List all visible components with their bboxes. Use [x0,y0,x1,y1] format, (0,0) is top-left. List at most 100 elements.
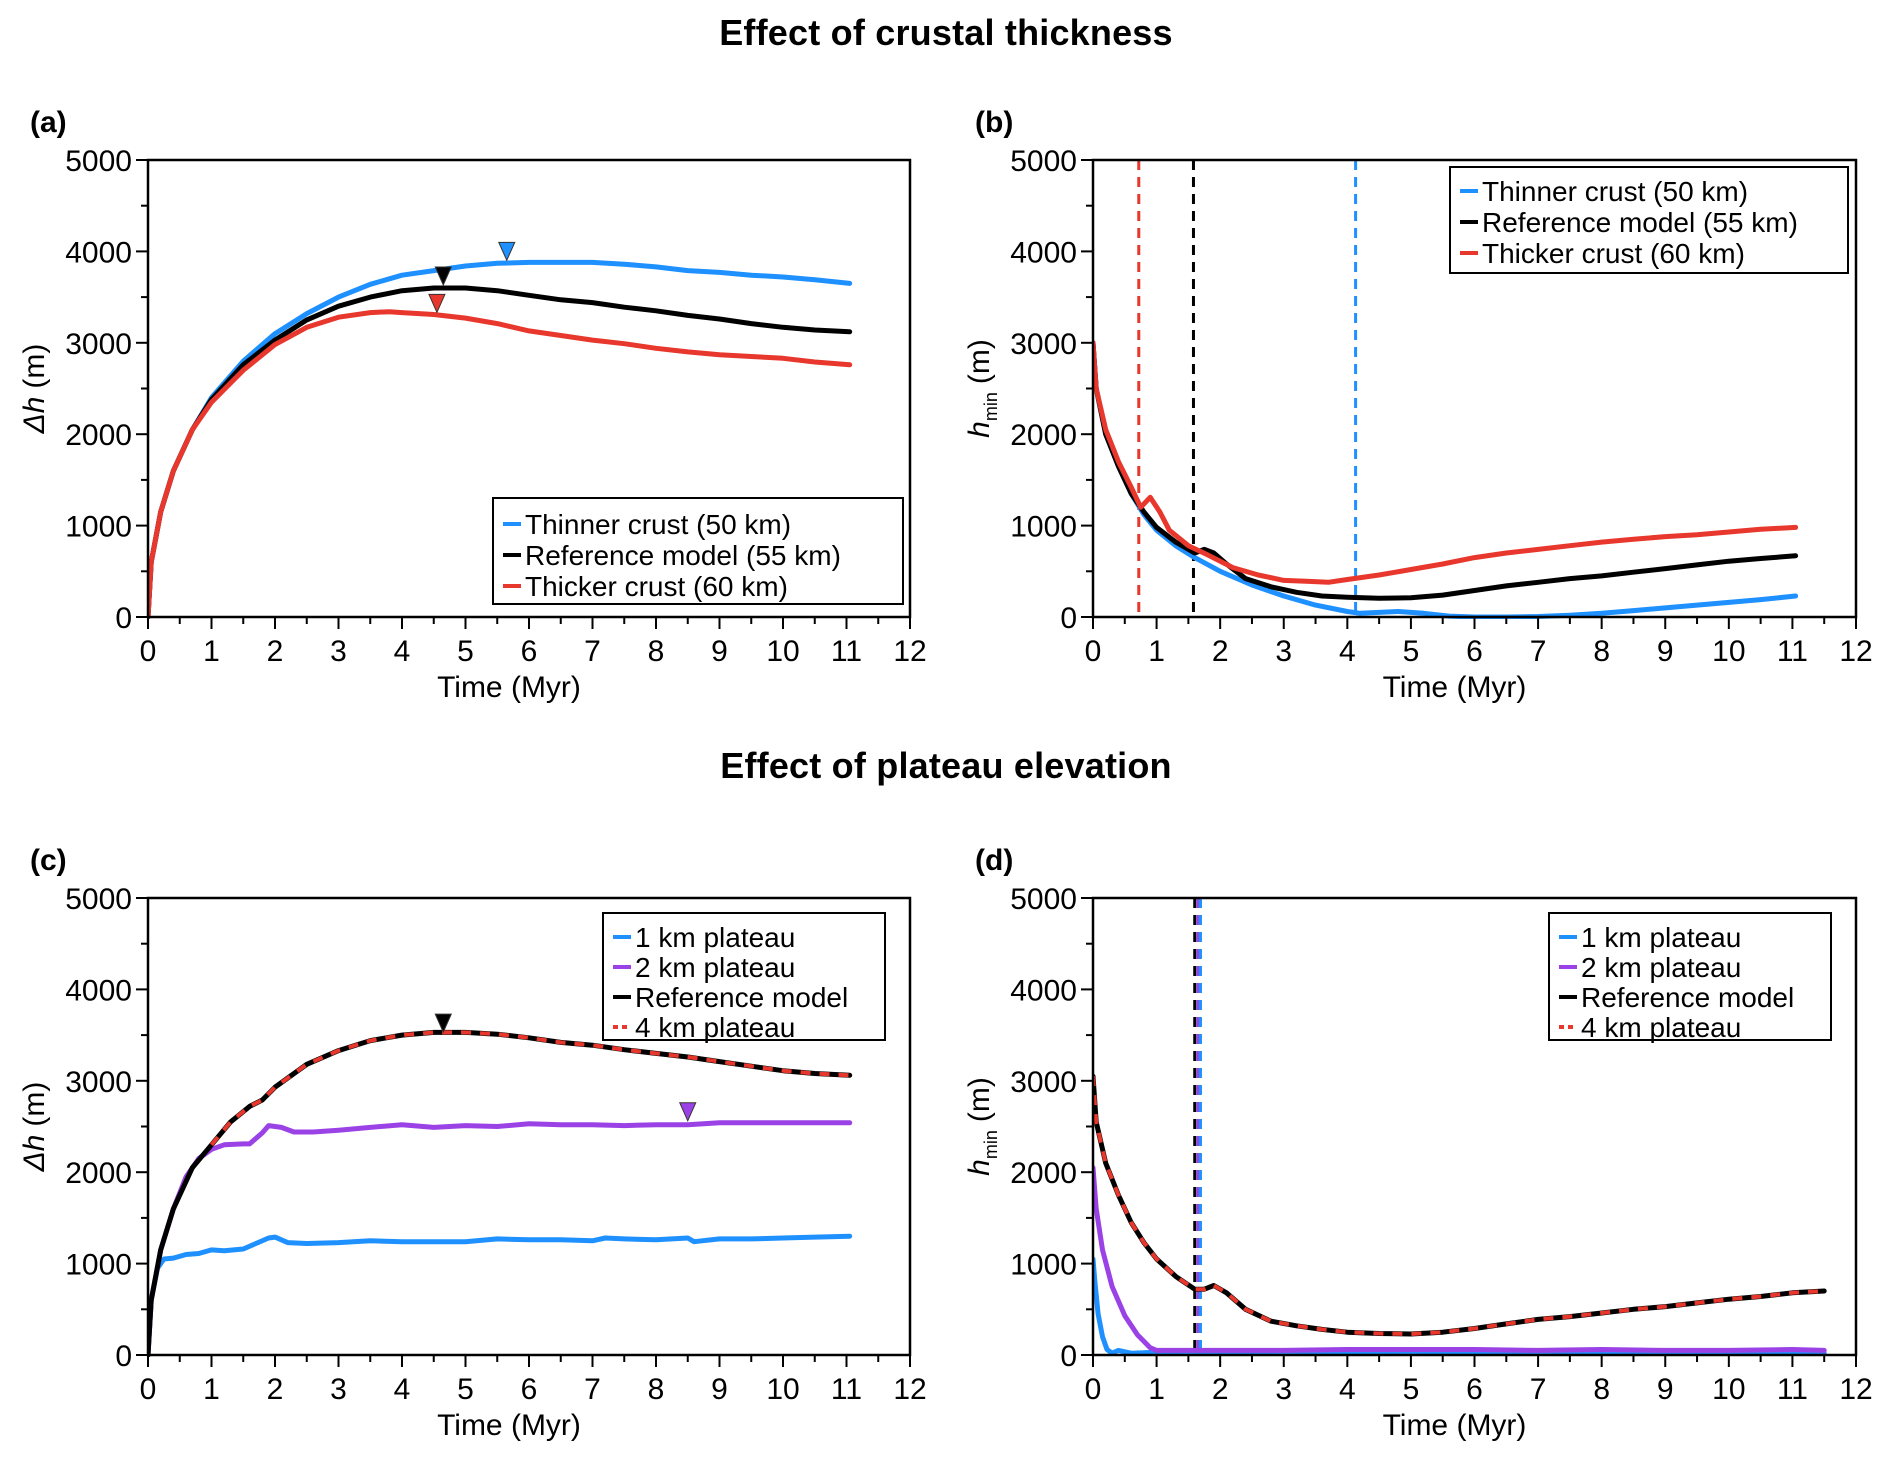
y-tick-label-a-5: 5000 [65,145,132,178]
legend-label-b-0: Thinner crust (50 km) [1482,176,1748,207]
legend-b: Thinner crust (50 km)Reference model (55… [1449,166,1849,274]
x-tick-label-b-0: 0 [1085,635,1102,668]
series-group-c [148,1029,853,1357]
section-title-crustal-thickness: Effect of crustal thickness [719,12,1173,53]
panel-d: (d)0 1 2 3 4 5 6 7 8 9 10 11 12010002000300040005000… [963,844,1873,1442]
legend-box-d [1548,912,1832,1041]
x-tick-label-c-2: 2 [267,1373,284,1406]
x-tick-label-a-0: 0 [140,635,157,668]
y-tick-label-c-1: 1000 [65,1249,132,1282]
series-line-d-3 [1093,1076,1825,1336]
legend-label-d-0: 1 km plateau [1581,922,1741,953]
x-tick-label-b-11: 11 [1777,635,1808,668]
x-tick-label-a-1: 1 [203,635,220,668]
y-axis-title-c: Δh(m) [18,1082,51,1173]
x-tick-label-a-5: 5 [457,635,474,668]
x-tick-label-b-9: 9 [1657,635,1674,668]
series-line-d-0 [1093,1256,1827,1356]
series-line-d-1 [1093,1165,1827,1353]
legend-box-b [1449,166,1849,274]
x-tick-label-c-6: 6 [521,1373,538,1406]
x-tick-label-d-9: 9 [1657,1373,1674,1406]
y-tick-label-a-0: 0 [115,602,132,635]
y-tick-label-c-4: 4000 [65,974,132,1007]
peak-marker-a-1 [434,266,453,287]
x-tick-label-b-10: 10 [1712,635,1745,668]
legend-label-b-2: Thicker crust (60 km) [1482,238,1745,269]
series-line-c-2 [148,1029,853,1357]
x-tick-label-d-12: 12 [1839,1373,1872,1406]
x-tick-label-c-1: 1 [203,1373,220,1406]
x-tick-label-a-7: 7 [584,635,601,668]
x-axis-title-b: Time (Myr) [1383,671,1527,704]
y-tick-label-a-1: 1000 [65,511,132,544]
y-tick-label-d-4: 4000 [1010,974,1077,1007]
panel-b: (b)0 1 2 3 4 5 6 7 8 9 10 11 12010002000300040005000… [963,106,1873,704]
x-tick-label-a-4: 4 [394,635,411,668]
x-tick-label-b-8: 8 [1593,635,1610,668]
y-tick-label-a-2: 2000 [65,419,132,452]
legend-label-a-0: Thinner crust (50 km) [525,509,791,540]
x-tick-label-a-10: 10 [766,635,799,668]
x-tick-label-b-6: 6 [1466,635,1483,668]
x-tick-label-c-0: 0 [140,1373,157,1406]
x-tick-label-a-9: 9 [711,635,728,668]
y-tick-label-d-1: 1000 [1010,1249,1077,1282]
legend-label-d-2: Reference model [1581,982,1794,1013]
y-tick-label-c-2: 2000 [65,1157,132,1190]
x-tick-label-b-7: 7 [1530,635,1547,668]
legend-label-c-1: 2 km plateau [635,952,795,983]
panel-label-c: (c) [30,844,67,877]
x-tick-label-a-3: 3 [330,635,347,668]
x-tick-label-d-1: 1 [1148,1373,1165,1406]
x-axis-title-a: Time (Myr) [437,671,581,704]
y-tick-label-a-3: 3000 [65,328,132,361]
x-tick-label-a-6: 6 [521,635,538,668]
x-tick-label-a-11: 11 [831,635,862,668]
legend-box-a [492,497,904,605]
legend-a: Thinner crust (50 km)Reference model (55… [492,497,904,605]
series-line-b-2 [1093,340,1799,585]
x-tick-label-c-5: 5 [457,1373,474,1406]
x-tick-label-b-3: 3 [1275,635,1292,668]
y-axis-title-d: hmin(m) [963,1077,1001,1176]
peak-marker-a-0 [498,241,516,262]
series-group-b [1093,340,1799,619]
y-tick-label-b-3: 3000 [1010,328,1077,361]
x-tick-label-d-10: 10 [1712,1373,1745,1406]
series-line-b-1 [1093,340,1799,601]
y-tick-label-b-4: 4000 [1010,236,1077,269]
series-line-b-0 [1093,340,1799,619]
x-tick-label-b-1: 1 [1148,635,1165,668]
x-tick-label-a-12: 12 [893,635,926,668]
y-tick-label-d-5: 5000 [1010,883,1077,916]
legend-label-c-2: Reference model [635,982,848,1013]
x-tick-label-b-12: 12 [1839,635,1872,668]
x-tick-label-a-8: 8 [648,635,665,668]
x-tick-label-d-4: 4 [1339,1373,1356,1406]
y-tick-label-c-3: 3000 [65,1066,132,1099]
legend-label-d-1: 2 km plateau [1581,952,1741,983]
panel-c: (c)0 1 2 3 4 5 6 7 8 9 10 11 12010002000300040005000… [18,844,927,1442]
y-axis-title-b: hmin(m) [963,339,1001,438]
x-tick-label-d-11: 11 [1777,1373,1808,1406]
y-tick-label-d-3: 3000 [1010,1066,1077,1099]
x-tick-label-c-10: 10 [766,1373,799,1406]
series-line-c-3 [209,1030,850,1147]
panel-a: (a)0 1 2 3 4 5 6 7 8 9 10 11 12010002000300040005000… [18,106,927,704]
x-tick-label-b-2: 2 [1212,635,1229,668]
y-tick-label-b-5: 5000 [1010,145,1077,178]
peak-marker-c-1 [678,1102,697,1123]
x-tick-label-c-7: 7 [584,1373,601,1406]
x-tick-label-d-3: 3 [1275,1373,1292,1406]
y-tick-label-a-4: 4000 [65,236,132,269]
y-tick-label-d-0: 0 [1060,1340,1077,1373]
x-tick-label-c-11: 11 [831,1373,862,1406]
panel-label-b: (b) [975,106,1013,139]
legend-label-b-1: Reference model (55 km) [1482,207,1798,238]
x-tick-label-d-0: 0 [1085,1373,1102,1406]
series-line-c-0 [148,1233,853,1357]
x-tick-label-d-7: 7 [1530,1373,1547,1406]
